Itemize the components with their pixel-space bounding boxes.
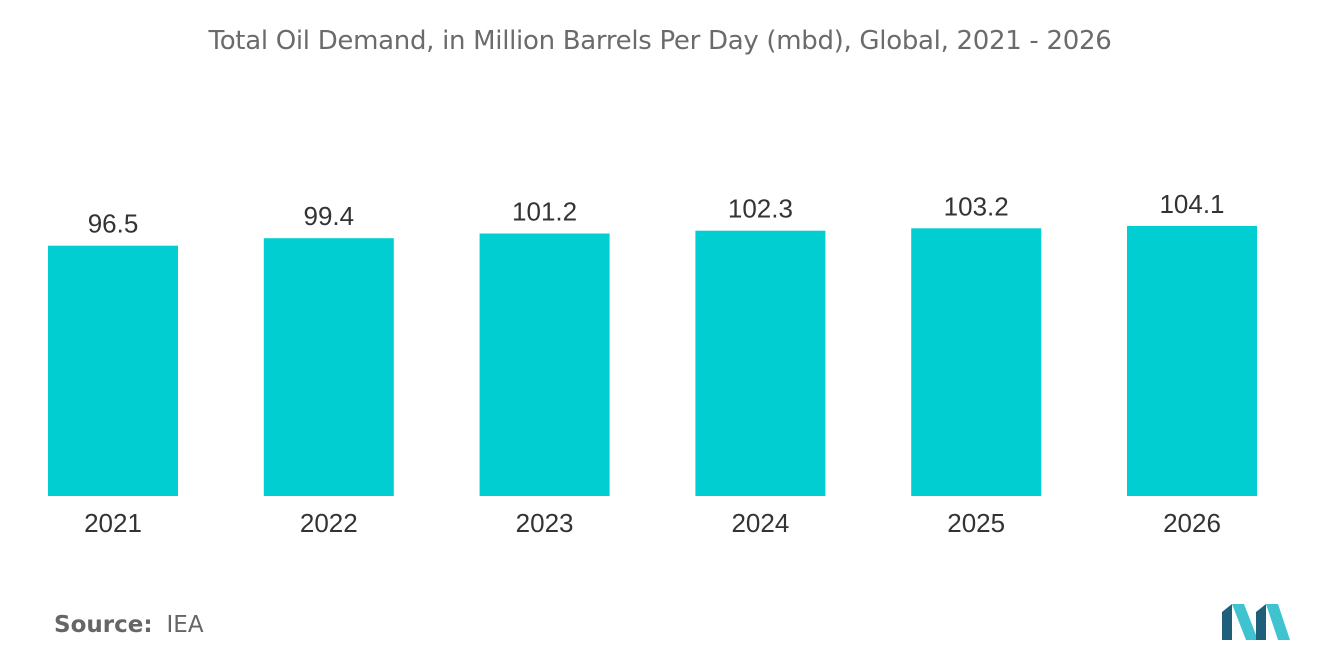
bars-layer xyxy=(48,226,1257,497)
bar-2021 xyxy=(48,245,178,496)
data-label-2026: 104.1 xyxy=(1159,189,1224,219)
data-label-2023: 101.2 xyxy=(512,197,577,227)
source-label: Source: xyxy=(54,612,153,638)
data-label-2025: 103.2 xyxy=(944,191,1009,221)
bar-2026 xyxy=(1127,226,1257,496)
x-tick-2024: 2024 xyxy=(731,508,789,538)
data-labels-layer: 96.5 99.4 101.2 102.3 103.2 104.1 xyxy=(88,189,1225,239)
source-note: Source: IEA xyxy=(54,612,204,638)
x-tick-2026: 2026 xyxy=(1163,508,1221,538)
x-tick-2025: 2025 xyxy=(947,508,1005,538)
x-axis-tick-labels: 2021 2022 2023 2024 2025 2026 xyxy=(84,508,1221,538)
brand-logo xyxy=(1222,604,1290,640)
data-label-2021: 96.5 xyxy=(88,209,139,239)
bar-2024 xyxy=(695,230,826,496)
bar-2025 xyxy=(911,228,1042,497)
source-value: IEA xyxy=(166,612,204,638)
x-tick-2023: 2023 xyxy=(516,508,574,538)
chart-title: Total Oil Demand, in Million Barrels Per… xyxy=(208,26,1112,56)
bar-chart: 96.5 99.4 101.2 102.3 103.2 104.1 2021 2022 202… xyxy=(48,189,1257,538)
x-tick-2022: 2022 xyxy=(300,508,358,538)
bar-2022 xyxy=(263,238,394,496)
bar-2023 xyxy=(479,233,610,496)
data-label-2022: 99.4 xyxy=(303,201,354,231)
x-tick-2021: 2021 xyxy=(84,508,142,538)
data-label-2024: 102.3 xyxy=(728,194,793,224)
